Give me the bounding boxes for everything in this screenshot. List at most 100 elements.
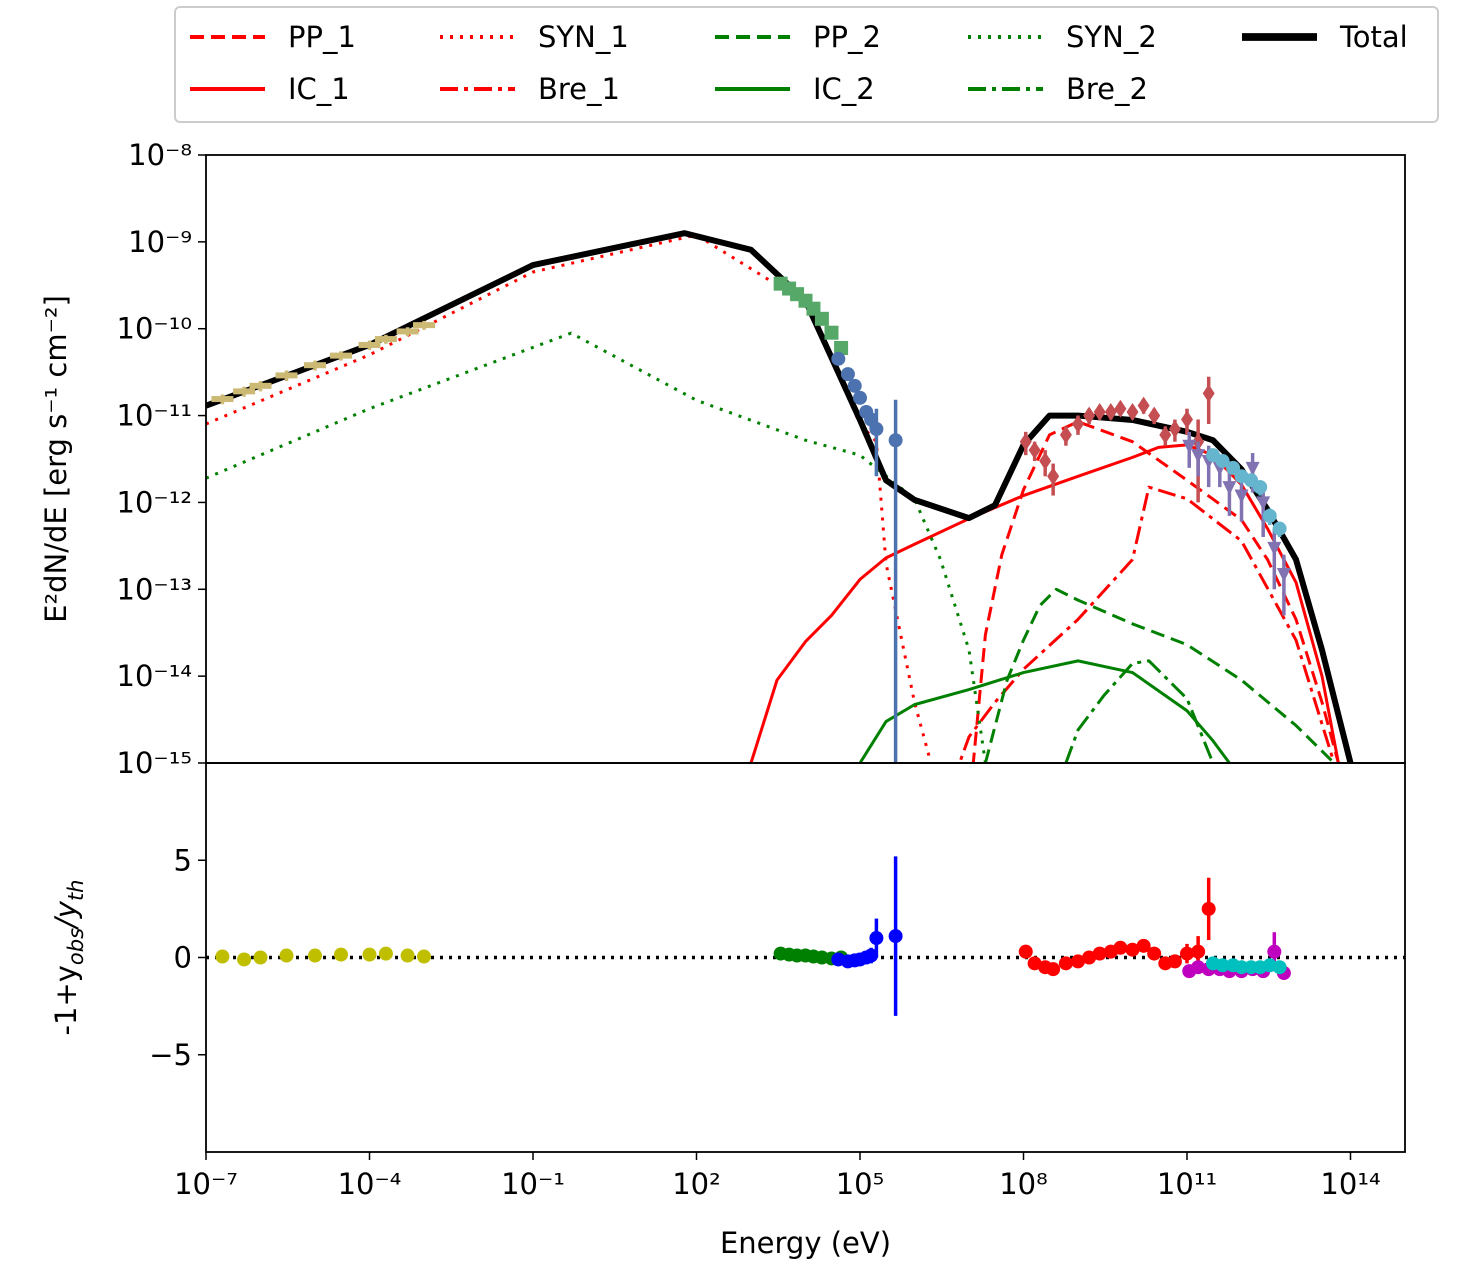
data-point [358, 341, 381, 348]
data-point [211, 396, 234, 403]
data-point [1113, 940, 1128, 955]
data-point [1267, 944, 1282, 959]
data-point [1167, 954, 1182, 969]
data-point [237, 952, 252, 967]
y-tick-label: 10⁻¹⁰ [117, 312, 192, 346]
data-point [840, 367, 855, 382]
data-point [1215, 958, 1230, 973]
y-tick-label: 10⁻⁸ [128, 138, 192, 172]
y-tick-label: 10⁻¹⁵ [117, 746, 192, 780]
y-tick-label: −5 [149, 1038, 192, 1072]
data-point [374, 336, 397, 343]
data-point [1215, 453, 1230, 468]
y-axis-label-part: th [64, 880, 88, 902]
data-point [1058, 956, 1073, 971]
data-point [1136, 938, 1151, 953]
data-point [1147, 946, 1162, 961]
series-line [749, 443, 1340, 763]
data-point [1234, 489, 1249, 504]
y-axis-label-part: obs [64, 928, 88, 965]
data-point [834, 340, 849, 355]
data-point [233, 388, 256, 395]
y-tick-label: 10⁻¹¹ [117, 399, 192, 433]
legend-label: Bre_1 [538, 72, 620, 106]
y-tick-label: 10⁻¹⁴ [117, 659, 192, 693]
legend-label: SYN_2 [1066, 20, 1157, 54]
data-point [1222, 481, 1237, 496]
data-point [1191, 944, 1206, 959]
series-line [206, 331, 987, 763]
data-point [215, 949, 230, 964]
legend-label: PP_1 [288, 20, 356, 54]
data-point [1201, 901, 1216, 916]
data-point [249, 382, 272, 389]
data-point [400, 948, 415, 963]
data-point [417, 949, 431, 964]
data-point [1059, 425, 1072, 444]
data-point [378, 946, 393, 961]
data-point [1191, 449, 1206, 464]
data-point [1267, 541, 1282, 556]
data-point [334, 947, 349, 962]
data-point [304, 362, 326, 369]
data-point [1028, 441, 1041, 460]
data-point [1137, 396, 1150, 415]
y-tick-label: 5 [174, 843, 192, 877]
series-line [858, 659, 1231, 763]
x-axis-label: Energy (eV) [720, 1226, 891, 1260]
y-axis-label-part: /y [49, 900, 83, 931]
data-point [362, 947, 377, 962]
series-line [983, 587, 1336, 763]
y-axis-label: E²dN/dE [erg s⁻¹ cm⁻²] [39, 295, 73, 623]
x-tick-label: 10¹⁴ [1320, 1167, 1380, 1201]
y-axis-label: -1+yobs/yth [49, 880, 88, 1036]
data-point [853, 390, 867, 405]
data-point [253, 950, 268, 965]
x-tick-label: 10⁵ [836, 1167, 885, 1201]
legend-label: Total [1339, 20, 1408, 54]
data-point [1072, 414, 1084, 433]
data-point [869, 422, 884, 437]
data-point [1082, 950, 1097, 965]
legend-label: Bre_2 [1066, 72, 1148, 106]
plot-area [206, 856, 1405, 1016]
y-tick-label: 10⁻¹³ [117, 572, 192, 606]
data-point [1272, 521, 1287, 536]
data-point [308, 948, 322, 963]
data-point [330, 352, 353, 359]
axes-frame [205, 762, 1406, 1153]
data-point [279, 948, 294, 963]
data-point [413, 322, 435, 329]
data-point [1071, 954, 1085, 969]
data-point [869, 931, 884, 946]
x-tick-label: 10⁸ [999, 1167, 1048, 1201]
y-tick-label: 10⁻⁹ [128, 225, 192, 259]
data-point [1168, 420, 1181, 439]
series-line [971, 420, 1340, 763]
legend-label: SYN_1 [538, 20, 629, 54]
data-point [1092, 946, 1107, 961]
data-point [814, 311, 829, 326]
legend-label: IC_2 [813, 72, 875, 106]
x-tick-label: 10² [672, 1167, 721, 1201]
data-point [1202, 384, 1215, 403]
data-point [1191, 960, 1206, 975]
plot-area [206, 230, 1354, 763]
data-point [1126, 402, 1139, 421]
data-point [1253, 480, 1268, 495]
data-point [1148, 406, 1161, 425]
data-point [1276, 567, 1291, 582]
data-point [1083, 406, 1096, 425]
data-point [1019, 432, 1032, 451]
data-point [396, 328, 419, 335]
data-point [1114, 399, 1127, 418]
data-point [1181, 410, 1193, 429]
data-point [1272, 960, 1287, 975]
data-point [888, 433, 903, 448]
data-point [1262, 508, 1277, 523]
x-tick-label: 10¹¹ [1157, 1167, 1217, 1201]
x-tick-label: 10⁻⁴ [338, 1167, 402, 1201]
